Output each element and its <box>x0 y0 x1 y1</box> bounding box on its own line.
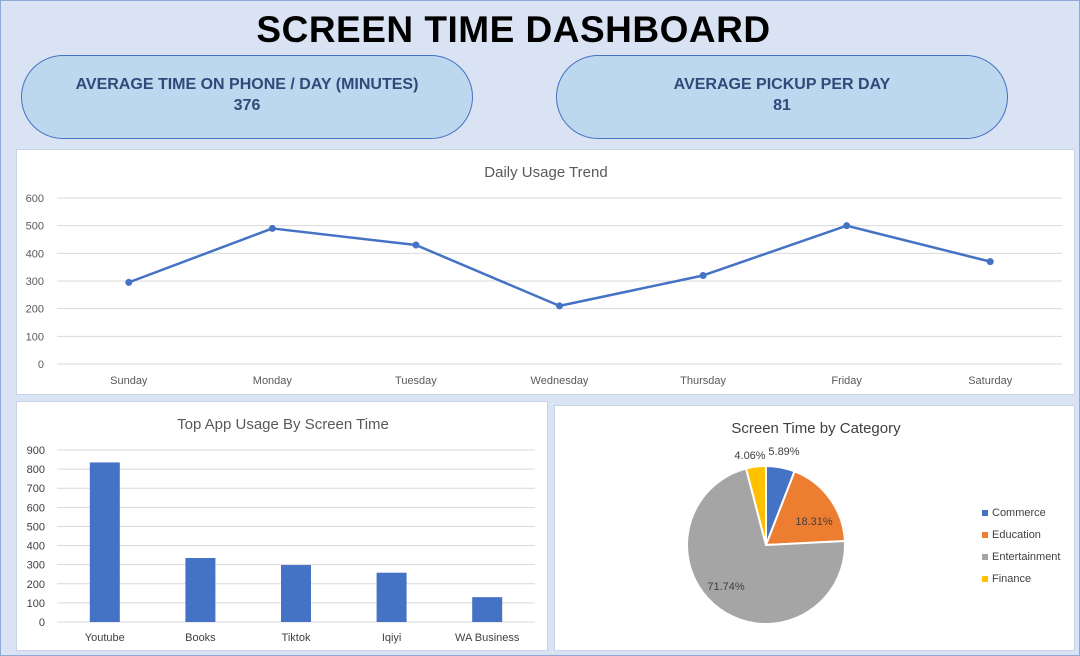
y-tick-label: 500 <box>26 221 44 233</box>
legend-swatch <box>982 510 988 516</box>
x-tick-label: Books <box>185 632 216 644</box>
data-point <box>412 241 420 249</box>
x-tick-label: Tiktok <box>282 632 311 644</box>
data-point <box>986 258 994 266</box>
legend-swatch <box>982 554 988 560</box>
category-pie-chart: Screen Time by Category 5.89% 18.31% 71.74%… <box>686 420 1060 625</box>
kpi-avg-time-value: 376 <box>233 97 261 114</box>
kpi-avg-time: AVERAGE TIME ON PHONE / DAY (MINUTES) 37… <box>21 55 473 139</box>
pie-slice <box>764 470 846 547</box>
x-tick-label: Saturday <box>968 375 1013 387</box>
x-tick-label: WA Business <box>455 632 520 644</box>
x-tick-label: Wednesday <box>531 375 589 387</box>
y-tick-label: 300 <box>27 560 45 572</box>
data-point <box>125 278 133 286</box>
kpi-avg-pickup-value: 81 <box>773 97 791 114</box>
data-point <box>843 222 851 230</box>
bar-chart-title: Top App Usage By Screen Time <box>177 416 389 433</box>
y-tick-label: 0 <box>39 617 45 629</box>
bar <box>376 572 407 622</box>
kpi-avg-time-label: AVERAGE TIME ON PHONE / DAY (MINUTES) <box>75 76 419 93</box>
y-tick-label: 0 <box>38 359 44 371</box>
bar <box>89 462 120 622</box>
daily-usage-chart-panel: Daily Usage Trend 0 100 200 300 400 500 600 Sund… <box>16 149 1075 395</box>
kpi-avg-pickup-label: AVERAGE PICKUP PER DAY <box>673 76 891 93</box>
x-tick-label: Tuesday <box>395 375 437 387</box>
x-tick-label: Youtube <box>85 632 125 644</box>
x-tick-label: Monday <box>253 375 293 387</box>
bar <box>281 565 311 622</box>
category-chart-panel: Screen Time by Category 5.89% 18.31% 71.74%… <box>554 405 1075 651</box>
data-point <box>699 271 707 279</box>
daily-usage-line-chart: Daily Usage Trend 0 100 200 300 400 500 600 Sund… <box>26 164 1062 387</box>
pie-data-label: 71.74% <box>707 581 745 593</box>
y-tick-label: 400 <box>26 248 44 260</box>
y-tick-label: 700 <box>27 483 45 495</box>
top-app-chart-panel: Top App Usage By Screen Time 0 100 200 300 40… <box>16 401 548 651</box>
pie-data-label: 18.31% <box>795 516 833 528</box>
data-point <box>268 224 276 232</box>
pie-slice <box>686 467 846 625</box>
x-tick-label: Iqiyi <box>382 632 402 644</box>
pie-slice <box>744 464 767 546</box>
legend-entry: Entertainment <box>992 551 1060 563</box>
kpi-avg-pickup: AVERAGE PICKUP PER DAY 81 <box>556 55 1008 139</box>
y-tick-label: 600 <box>26 193 44 205</box>
x-tick-label: Friday <box>831 375 862 387</box>
legend-swatch <box>982 576 988 582</box>
y-tick-label: 100 <box>26 331 44 343</box>
y-tick-label: 200 <box>26 304 44 316</box>
x-tick-label: Thursday <box>680 375 726 387</box>
legend-entry: Education <box>992 529 1041 541</box>
pie-data-label: 5.89% <box>768 446 799 458</box>
usage-series-line <box>128 224 991 308</box>
legend-entry: Commerce <box>992 507 1046 519</box>
y-tick-label: 900 <box>27 445 45 457</box>
y-tick-label: 100 <box>27 598 45 610</box>
y-tick-label: 200 <box>27 579 45 591</box>
bar <box>185 557 216 622</box>
dashboard-title: SCREEN TIME DASHBOARD <box>256 9 771 50</box>
x-tick-label: Sunday <box>110 375 148 387</box>
top-app-bar-chart: Top App Usage By Screen Time 0 100 200 300 40… <box>27 416 535 644</box>
y-tick-label: 300 <box>26 276 44 288</box>
y-tick-label: 400 <box>27 541 45 553</box>
line-chart-title: Daily Usage Trend <box>484 164 607 181</box>
pie-chart-title: Screen Time by Category <box>731 420 901 437</box>
pie-data-label: 4.06% <box>734 450 765 462</box>
legend-swatch <box>982 532 988 538</box>
y-tick-label: 600 <box>27 502 45 514</box>
y-tick-label: 500 <box>27 521 45 533</box>
legend-entry: Finance <box>992 573 1031 585</box>
y-tick-label: 800 <box>27 464 45 476</box>
data-point <box>556 302 563 310</box>
bar <box>472 597 503 622</box>
